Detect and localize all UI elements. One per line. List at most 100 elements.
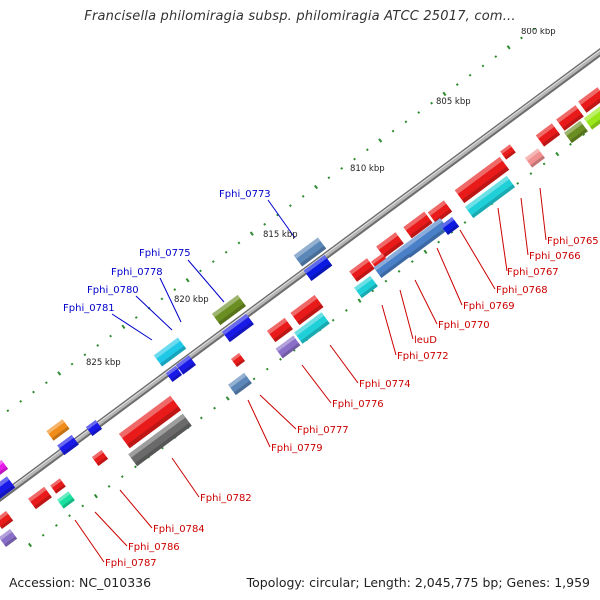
leader-line	[414, 279, 438, 325]
inner-tick	[410, 260, 414, 263]
gene-block	[0, 460, 9, 476]
outer-tick	[185, 278, 190, 283]
leader-line	[119, 489, 153, 529]
inner-tick	[516, 182, 520, 185]
outer-tick	[391, 129, 395, 133]
inner-tick	[81, 504, 85, 508]
scale-label: 815 kbp	[263, 230, 298, 240]
gene-block	[401, 218, 449, 258]
outer-tick	[109, 334, 112, 338]
gene-block	[354, 275, 378, 299]
outer-tick	[442, 91, 447, 97]
inner-tick	[542, 162, 546, 166]
gene-label-reverse: Fphi_0769	[463, 301, 515, 312]
outer-tick	[57, 371, 62, 376]
outer-tick	[249, 231, 254, 236]
leader-line	[159, 277, 182, 323]
inner-tick	[134, 465, 137, 469]
outer-tick	[224, 250, 228, 254]
outer-tick	[404, 120, 408, 124]
gene-block	[578, 87, 600, 113]
outer-tick	[173, 288, 177, 291]
leader-line	[94, 511, 128, 547]
leader-line	[497, 207, 508, 272]
gene-label-forward: Fphi_0778	[111, 267, 163, 278]
gene-label-reverse: Fphi_0772	[397, 351, 449, 362]
gene-block	[176, 355, 196, 375]
inner-tick	[569, 142, 572, 146]
inner-tick	[463, 221, 467, 224]
outer-tick	[211, 260, 215, 263]
inner-tick	[529, 172, 533, 176]
inner-tick	[331, 318, 335, 322]
scale-label: 820 kbp	[174, 295, 209, 305]
inner-tick	[265, 367, 269, 371]
outer-tick	[353, 157, 356, 161]
gene-block	[403, 211, 433, 239]
gene-label-reverse: Fphi_0787	[105, 558, 157, 569]
gene-block	[464, 175, 516, 219]
outer-tick	[70, 362, 74, 366]
outer-tick	[44, 381, 48, 385]
gene-block	[440, 217, 460, 235]
outer-tick	[32, 390, 35, 394]
gene-block	[0, 529, 18, 547]
inner-tick	[252, 377, 256, 381]
gene-label-forward: Fphi_0775	[139, 248, 191, 259]
outer-tick	[314, 184, 319, 190]
outer-tick	[6, 409, 10, 413]
leader-line	[301, 364, 332, 404]
leader-line	[520, 197, 529, 256]
gene-block	[275, 335, 301, 359]
gene-block	[57, 434, 79, 456]
gene-block	[303, 255, 333, 281]
leader-line	[247, 399, 271, 448]
outer-tick	[468, 73, 472, 77]
gene-label-reverse: Fphi_0782	[200, 493, 252, 504]
inner-tick	[199, 416, 203, 420]
inner-tick	[107, 484, 111, 488]
gene-block	[500, 144, 516, 160]
gene-block	[294, 312, 330, 344]
gene-block	[211, 294, 247, 326]
gene-block	[0, 511, 14, 529]
gene-label-reverse: Fphi_0786	[128, 542, 180, 553]
inner-tick	[344, 309, 348, 312]
gene-block	[46, 419, 70, 441]
map-title: Francisella philomiragia subsp. philomir…	[84, 9, 516, 24]
gene-block	[376, 232, 404, 258]
outer-tick	[83, 353, 87, 357]
gene-block	[266, 317, 294, 343]
gene-block	[556, 105, 584, 131]
gene-features	[0, 87, 600, 547]
accession-text: Accession: NC_010336	[9, 575, 152, 590]
inner-tick	[213, 406, 216, 410]
label-leaders	[74, 187, 547, 563]
inner-tick	[384, 279, 388, 283]
gene-label-reverse: Fphi_0777	[297, 425, 349, 436]
gene-block	[293, 237, 327, 267]
outer-tick	[365, 148, 369, 152]
leader-line	[267, 199, 296, 239]
inner-tick	[68, 514, 71, 518]
gene-label-reverse: Fphi_0779	[271, 443, 323, 454]
leader-line	[171, 457, 200, 498]
leader-line	[74, 519, 105, 563]
inner-tick	[41, 533, 45, 537]
outer-tick	[430, 101, 433, 105]
outer-tick	[301, 194, 305, 198]
gene-block	[525, 148, 545, 168]
gene-label-reverse: leuD	[414, 335, 437, 346]
inner-tick	[93, 493, 98, 499]
scale-labels: 800 kbp 805 kbp 810 kbp 815 kbp 820 kbp 825 k…	[86, 28, 556, 368]
outer-tick	[199, 269, 202, 273]
gene-block	[153, 337, 187, 367]
leader-line	[381, 304, 397, 356]
outer-tick	[263, 222, 267, 226]
outer-tick	[160, 297, 164, 301]
outer-tick	[532, 28, 536, 31]
inner-tick	[423, 249, 428, 255]
outer-tick	[494, 55, 498, 58]
gene-block	[290, 295, 324, 325]
